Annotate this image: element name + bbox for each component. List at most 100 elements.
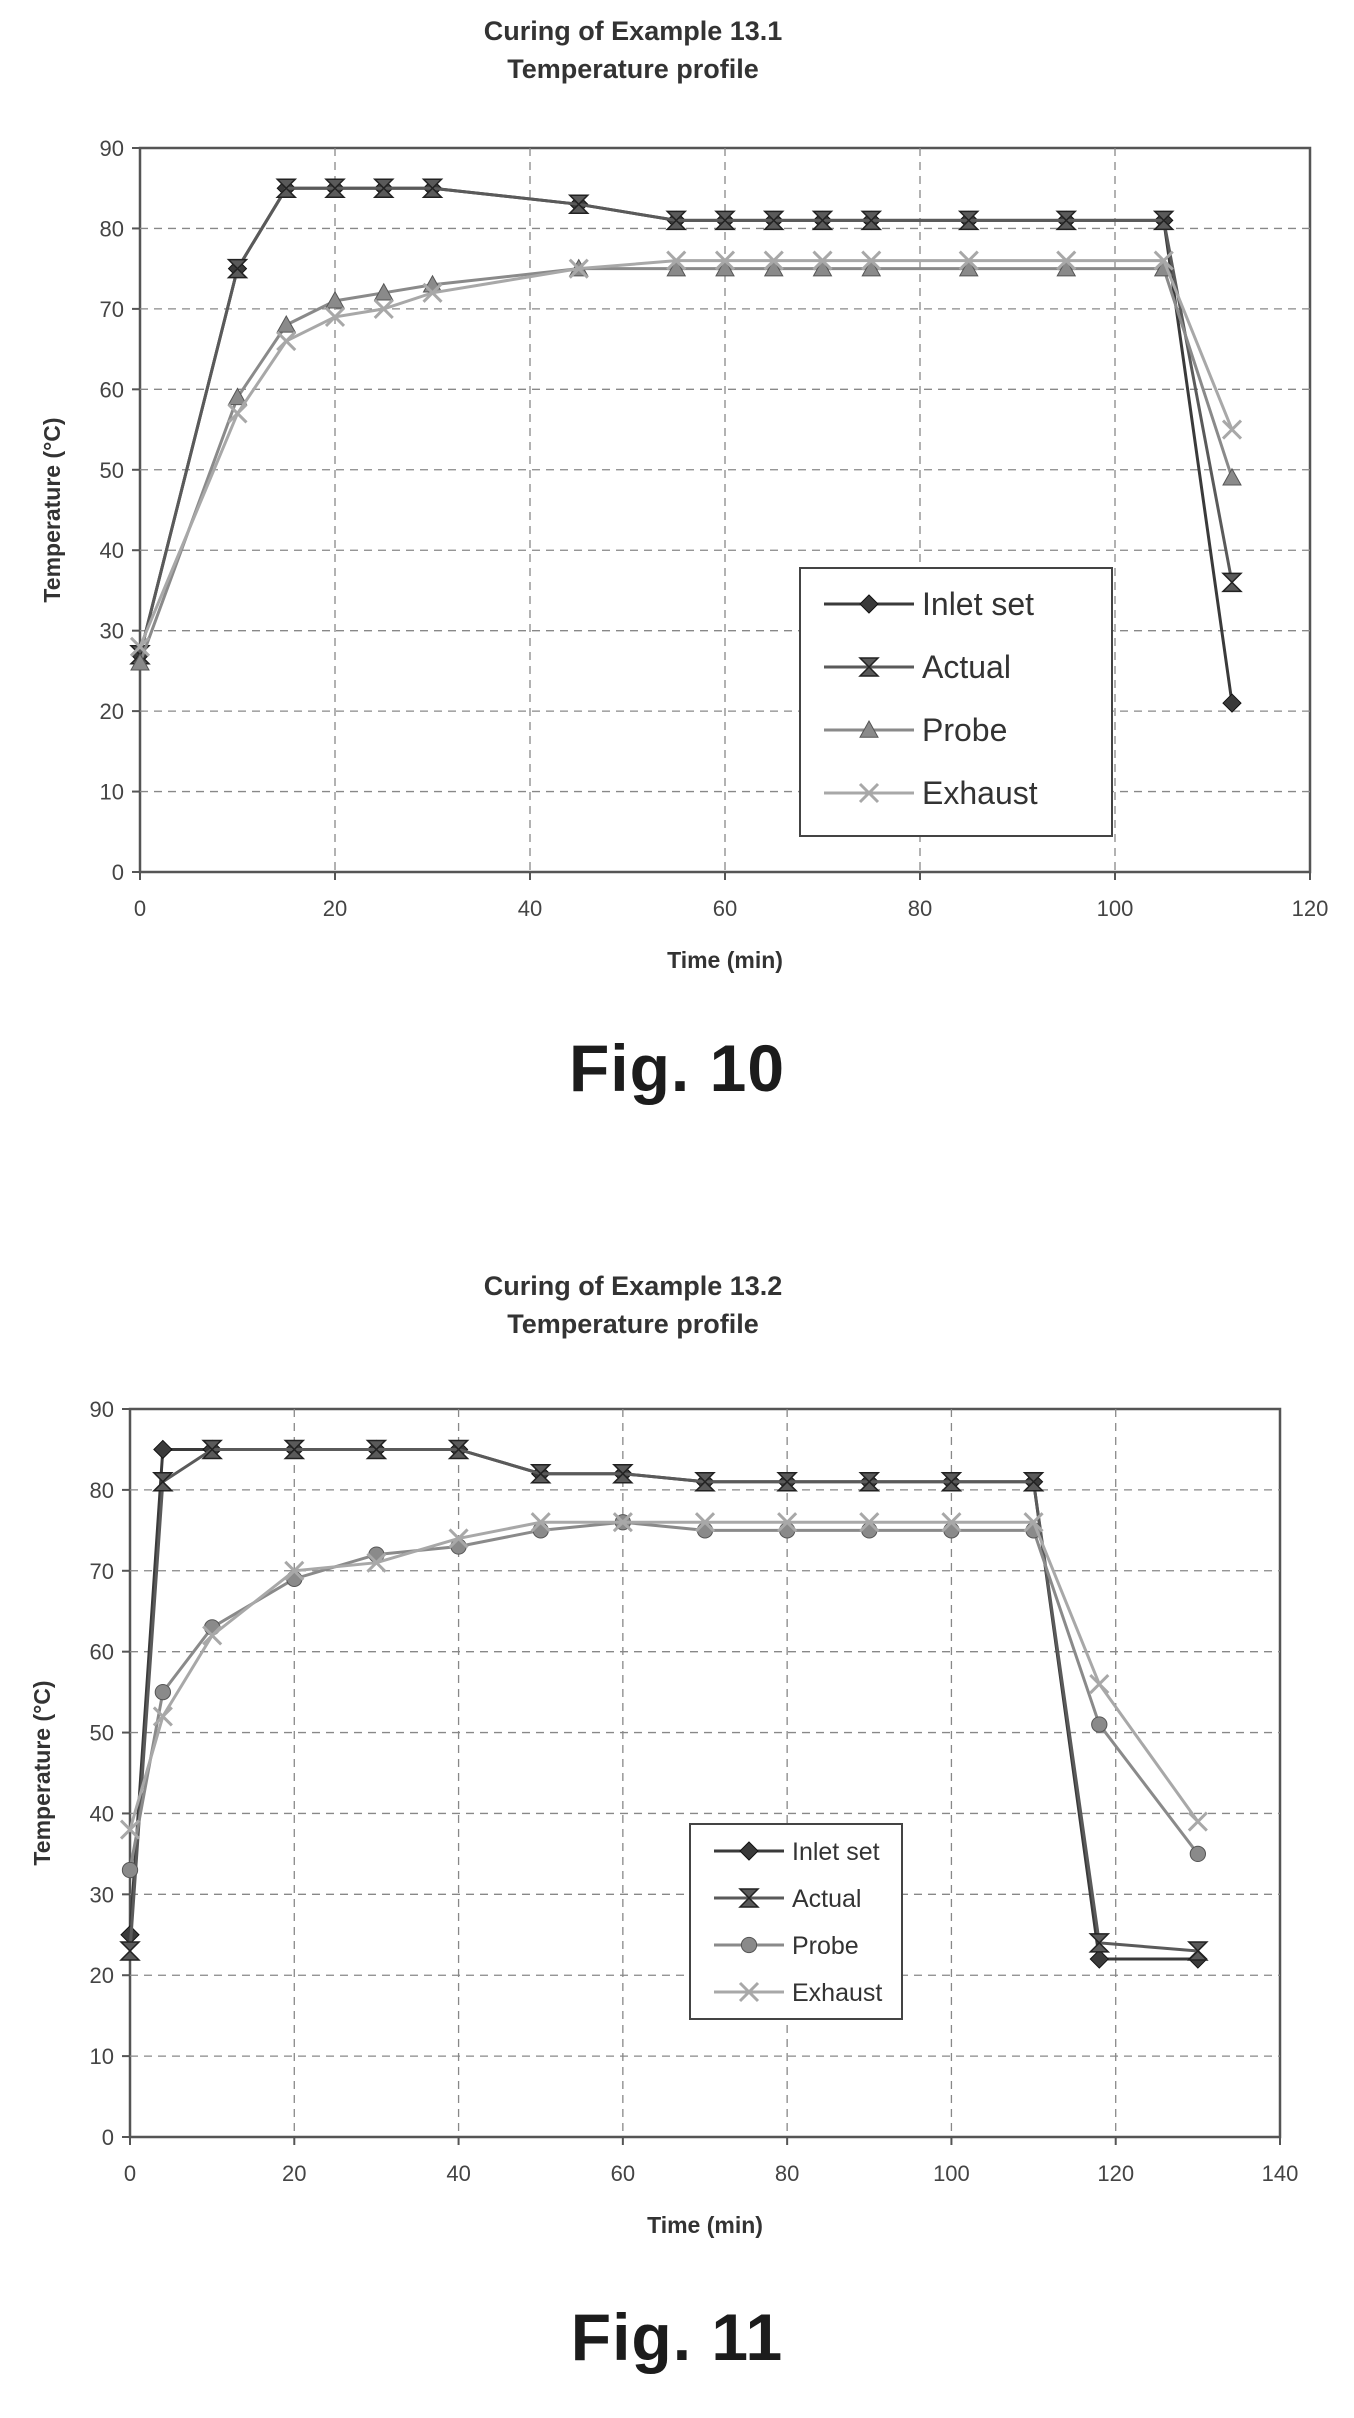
y-tick-label: 30 — [100, 619, 124, 644]
chart-subtitle: Temperature profile — [507, 54, 759, 84]
legend-swatch-point-1 — [738, 1888, 760, 1908]
series-actual-point-5 — [447, 1439, 470, 1460]
series-exhaust-point-12 — [958, 250, 979, 271]
y-tick-label: 0 — [112, 860, 124, 885]
series-probe-point-15 — [1222, 467, 1242, 486]
series-actual-point-14 — [1187, 1941, 1209, 1961]
series-probe-point-9 — [778, 1522, 796, 1539]
series-exhaust-point-6 — [568, 258, 589, 279]
series-probe-point-8 — [715, 258, 735, 277]
x-tick-label: 80 — [775, 2161, 799, 2186]
series-probe-point-2 — [276, 314, 297, 333]
series-actual — [129, 178, 1243, 665]
figure-10: Curing of Example 13.1 Temperature profil… — [39, 16, 1328, 1105]
series-actual-line — [138, 186, 1234, 656]
legend-swatch-point-2 — [859, 719, 879, 738]
y-axis-label: Temperature (°C) — [29, 1680, 55, 1865]
series-probe-point-9 — [763, 258, 784, 277]
chart-title: Curing of Example 13.2 — [484, 1271, 783, 1301]
figure-caption: Fig. 11 — [570, 2300, 784, 2374]
series-actual-point-6 — [529, 1463, 552, 1484]
x-axis-label: Time (min) — [667, 947, 783, 973]
y-tick-label: 70 — [100, 297, 124, 322]
legend-label: Inlet set — [792, 1838, 880, 1866]
plot-area — [138, 146, 1312, 874]
series-actual-point-9 — [762, 210, 785, 231]
series-exhaust-point-1 — [227, 403, 248, 424]
y-tick-label: 70 — [90, 1559, 114, 1584]
series-exhaust-point-10 — [859, 1512, 880, 1533]
series-probe-point-11 — [943, 1522, 960, 1539]
series-inlet-set-point-1 — [153, 1439, 173, 1460]
series-actual — [119, 1439, 1209, 1961]
x-tick-label: 40 — [518, 896, 542, 921]
series-actual-point-12 — [957, 210, 980, 231]
series-actual-point-11 — [940, 1472, 963, 1492]
y-tick-label: 50 — [100, 458, 124, 483]
legend-label: Probe — [922, 712, 1007, 748]
series-exhaust-point-2 — [276, 331, 297, 352]
legend-swatch-point-0 — [739, 1841, 759, 1861]
y-tick-label: 40 — [100, 538, 124, 563]
series-probe-point-10 — [812, 258, 833, 277]
series-exhaust-point-11 — [861, 250, 882, 271]
series-inlet-set-point-15 — [1222, 693, 1242, 713]
series-exhaust-point-5 — [448, 1528, 469, 1549]
legend-label: Actual — [792, 1885, 861, 1913]
y-tick-label: 30 — [90, 1882, 114, 1907]
series-actual-point-3 — [283, 1439, 306, 1460]
series-exhaust-point-10 — [812, 250, 833, 271]
x-tick-label: 120 — [1097, 2161, 1134, 2186]
x-tick-label: 0 — [124, 2161, 136, 2186]
x-tick-label: 80 — [908, 896, 932, 921]
chart-subtitle: Temperature profile — [507, 1309, 759, 1339]
series-actual-point-3 — [324, 178, 346, 198]
series-actual-point-12 — [1022, 1472, 1045, 1492]
x-tick-label: 100 — [1097, 896, 1134, 921]
series-actual-point-7 — [665, 210, 688, 231]
series-actual-point-11 — [860, 210, 883, 231]
series-exhaust-point-0 — [129, 636, 151, 657]
series-actual-point-4 — [365, 1439, 388, 1460]
series-exhaust-point-13 — [1056, 250, 1077, 271]
series-probe-point-8 — [696, 1522, 714, 1539]
series-exhaust-point-14 — [1153, 250, 1174, 271]
series-actual-point-1 — [226, 258, 249, 279]
series-exhaust-point-5 — [422, 282, 443, 303]
series-exhaust-point-7 — [666, 250, 687, 271]
y-axis-label: Temperature (°C) — [39, 417, 65, 602]
series-probe-point-7 — [666, 258, 687, 277]
legend-label: Inlet set — [922, 586, 1034, 622]
series-actual-point-2 — [275, 178, 298, 198]
y-tick-label: 0 — [102, 2125, 114, 2150]
legend: Inlet set Actual Probe Exhaust — [799, 567, 1113, 837]
legend-label: Actual — [922, 649, 1011, 685]
legend-swatch-point-3 — [738, 1981, 760, 2003]
legend-swatch-point-2 — [740, 1936, 758, 1954]
y-tick-label: 80 — [100, 216, 124, 241]
chart-title: Curing of Example 13.1 — [484, 16, 783, 46]
legend-box — [689, 1823, 903, 2020]
series-exhaust-point-9 — [777, 1512, 798, 1533]
series-probe-point-11 — [861, 258, 882, 277]
legend-swatch-point-3 — [858, 782, 880, 804]
y-tick-label: 20 — [100, 699, 124, 724]
series-exhaust-point-7 — [612, 1512, 633, 1533]
series-exhaust-line — [138, 259, 1234, 648]
series-actual-point-14 — [1152, 210, 1175, 231]
x-tick-label: 140 — [1262, 2161, 1299, 2186]
y-tick-label: 40 — [90, 1801, 114, 1826]
legend-label: Probe — [792, 1932, 859, 1960]
series-exhaust-point-3 — [284, 1560, 305, 1581]
y-tick-label: 60 — [90, 1640, 114, 1665]
series-probe-point-0 — [121, 1861, 139, 1879]
series-probe-line — [138, 267, 1234, 664]
legend-box — [799, 567, 1113, 837]
legend-swatch-point-0 — [859, 594, 879, 614]
y-tick-label: 10 — [100, 780, 124, 805]
series-exhaust-point-1 — [152, 1706, 173, 1727]
x-axis-label: Time (min) — [647, 2212, 763, 2238]
y-tick-label: 60 — [100, 377, 124, 402]
series-exhaust-point-9 — [763, 250, 784, 271]
series-exhaust-point-15 — [1221, 419, 1243, 440]
